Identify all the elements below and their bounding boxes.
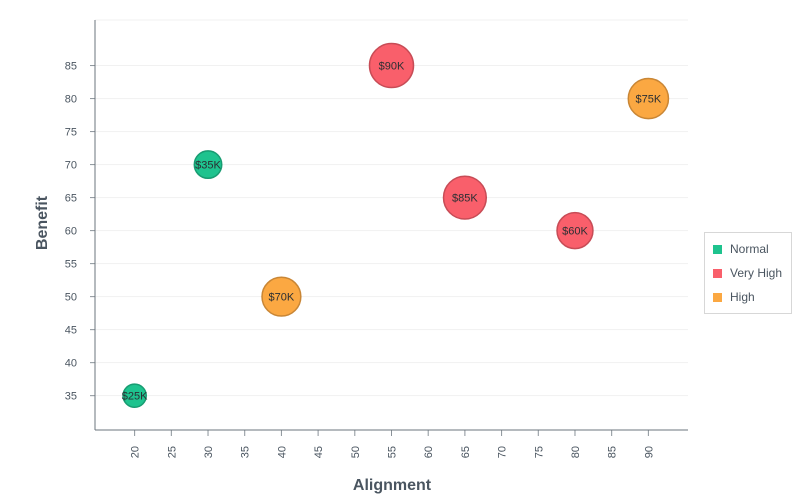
- bubble[interactable]: [122, 383, 147, 409]
- x-tick-label: 80: [570, 446, 582, 458]
- y-tick-labels: 35 40 45 50 55 60 65 70 75 80 85: [65, 61, 77, 403]
- x-tick-label: 75: [533, 446, 545, 458]
- y-tick-label: 60: [65, 226, 77, 238]
- legend-item-high[interactable]: High: [705, 285, 791, 309]
- bubble[interactable]: [261, 276, 302, 317]
- y-tick-label: 55: [65, 259, 77, 271]
- legend-item-very-high[interactable]: Very High: [705, 261, 791, 285]
- bubble-label: $90K: [379, 61, 405, 73]
- legend-item-normal[interactable]: Normal: [705, 237, 791, 261]
- x-tick-label: 85: [607, 446, 619, 458]
- y-axis-title: Benefit: [34, 195, 51, 250]
- x-axis-title: Alignment: [353, 477, 432, 494]
- y-tick-label: 75: [65, 127, 77, 139]
- bubble-label: $75K: [636, 94, 662, 106]
- legend-label-very-high: Very High: [730, 266, 783, 280]
- x-tick-label: 20: [130, 446, 142, 458]
- legend-swatch-high: [713, 292, 722, 302]
- legend: Normal Very High High: [704, 232, 792, 314]
- series-very-high: $90K $85K $60K: [368, 42, 594, 250]
- x-tick-label: 25: [166, 446, 178, 458]
- x-tick-label: 45: [313, 446, 325, 458]
- x-tick-label: 70: [497, 446, 509, 458]
- axes: [90, 20, 688, 436]
- bubble-label: $35K: [195, 160, 221, 172]
- bubble[interactable]: [368, 42, 415, 89]
- y-tick-label: 70: [65, 160, 77, 172]
- bubble[interactable]: [442, 175, 488, 220]
- x-tick-label: 60: [423, 446, 435, 458]
- y-tick-label: 85: [65, 61, 77, 73]
- grid-lines: [95, 19, 688, 397]
- x-tick-labels: 20 25 30 35 40 45 50 55 60 65 70 75 80 85 90: [130, 446, 656, 458]
- y-tick-label: 35: [65, 391, 77, 403]
- y-tick-label: 65: [65, 193, 77, 205]
- y-tick-label: 45: [65, 325, 77, 337]
- legend-label-normal: Normal: [730, 242, 769, 256]
- x-tick-label: 50: [350, 446, 362, 458]
- series-normal: $25K $35K: [122, 150, 223, 409]
- bubble[interactable]: [556, 211, 594, 250]
- y-tick-label: 50: [65, 292, 77, 304]
- x-tick-label: 90: [643, 446, 655, 458]
- bubble[interactable]: [627, 77, 670, 120]
- legend-swatch-normal: [713, 244, 722, 254]
- bubble-label: $25K: [122, 391, 148, 403]
- series-high: $70K $75K: [261, 77, 670, 317]
- x-tick-label: 30: [203, 446, 215, 458]
- legend-label-high: High: [730, 290, 755, 304]
- bubble[interactable]: [193, 150, 223, 180]
- x-tick-label: 35: [240, 446, 252, 458]
- y-tick-label: 40: [65, 358, 77, 370]
- bubbles: $25K $35K $90K $85K $60K $70K $75K: [122, 42, 670, 409]
- x-tick-label: 55: [387, 446, 399, 458]
- x-tick-label: 40: [276, 446, 288, 458]
- x-tick-label: 65: [460, 446, 472, 458]
- bubble-label: $60K: [562, 226, 588, 238]
- legend-swatch-very-high: [713, 268, 722, 278]
- y-tick-label: 80: [65, 94, 77, 106]
- bubble-label: $70K: [269, 292, 295, 304]
- bubble-label: $85K: [452, 193, 478, 205]
